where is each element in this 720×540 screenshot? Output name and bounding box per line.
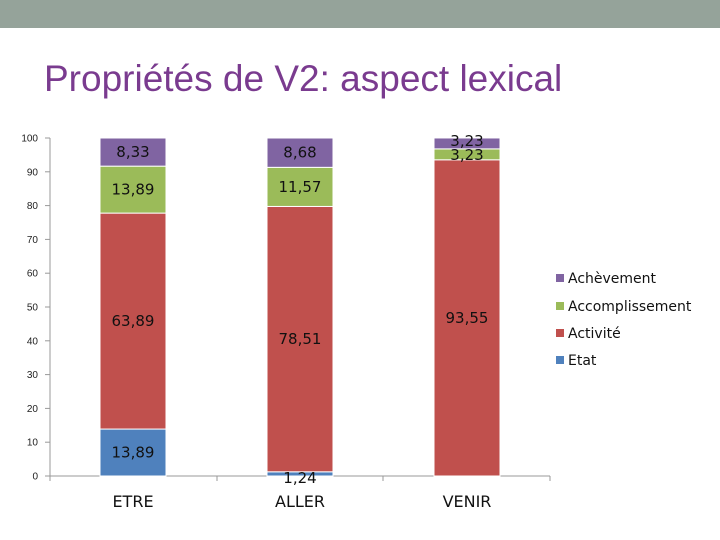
legend: Achèvement Accomplissement Activité Etat: [556, 271, 692, 369]
x-tick-label: ALLER: [275, 492, 325, 511]
data-label: 8,68: [283, 144, 316, 162]
data-label: 78,51: [279, 330, 322, 348]
bar-segment: [433, 137, 501, 150]
bar-segment: [266, 137, 334, 168]
bar-segment: [266, 166, 334, 207]
legend-swatch: [556, 274, 564, 282]
y-tick-label: 40: [27, 336, 39, 347]
data-label: 63,89: [112, 312, 155, 330]
legend-label: Accomplissement: [568, 299, 692, 315]
bar-segment: [99, 212, 167, 430]
slide-title: Propriétés de V2: aspect lexical: [44, 58, 563, 99]
y-tick-label: 0: [32, 472, 38, 483]
x-tick-label: ETRE: [112, 492, 153, 511]
data-labels: 13,89 63,89 13,89 8,33 1,24 78,51 11,57 8,68 93,…: [112, 132, 489, 487]
bar-segment: [99, 165, 167, 214]
data-label: 11,57: [279, 178, 322, 196]
y-tick-label: 100: [21, 134, 38, 145]
y-tick-label: 30: [27, 370, 39, 381]
top-bar: [0, 0, 720, 28]
legend-swatch: [556, 329, 564, 337]
data-label: 13,89: [112, 181, 155, 199]
data-label: 8,33: [116, 143, 149, 161]
bar-segment: [99, 428, 167, 477]
y-tick-label: 60: [27, 269, 39, 280]
y-tick-label: 70: [27, 235, 39, 246]
legend-label: Activité: [568, 326, 621, 342]
data-label: 3,23: [450, 146, 483, 164]
data-label: 1,24: [283, 469, 316, 487]
data-label: 13,89: [112, 444, 155, 462]
legend-swatch: [556, 356, 564, 364]
bar-segment: [433, 159, 501, 477]
bar-segment: [266, 205, 334, 473]
y-tick-label: 90: [27, 167, 39, 178]
bar-segment: [99, 137, 167, 167]
y-tick-label: 20: [27, 404, 39, 415]
x-tick-label: VENIR: [443, 492, 492, 511]
data-label: 93,55: [446, 309, 489, 327]
y-tick-label: 80: [27, 201, 39, 212]
y-tick-label: 10: [27, 438, 39, 449]
data-label: 3,23: [450, 132, 483, 150]
axes: 0 10 20 30 40 50 60 70 80 90 100 ETRE ALLER VENIR: [21, 134, 551, 511]
legend-label: Etat: [568, 353, 597, 369]
legend-swatch: [556, 302, 564, 310]
y-tick-label: 50: [27, 303, 39, 314]
legend-label: Achèvement: [568, 271, 657, 287]
bars: [99, 137, 501, 477]
